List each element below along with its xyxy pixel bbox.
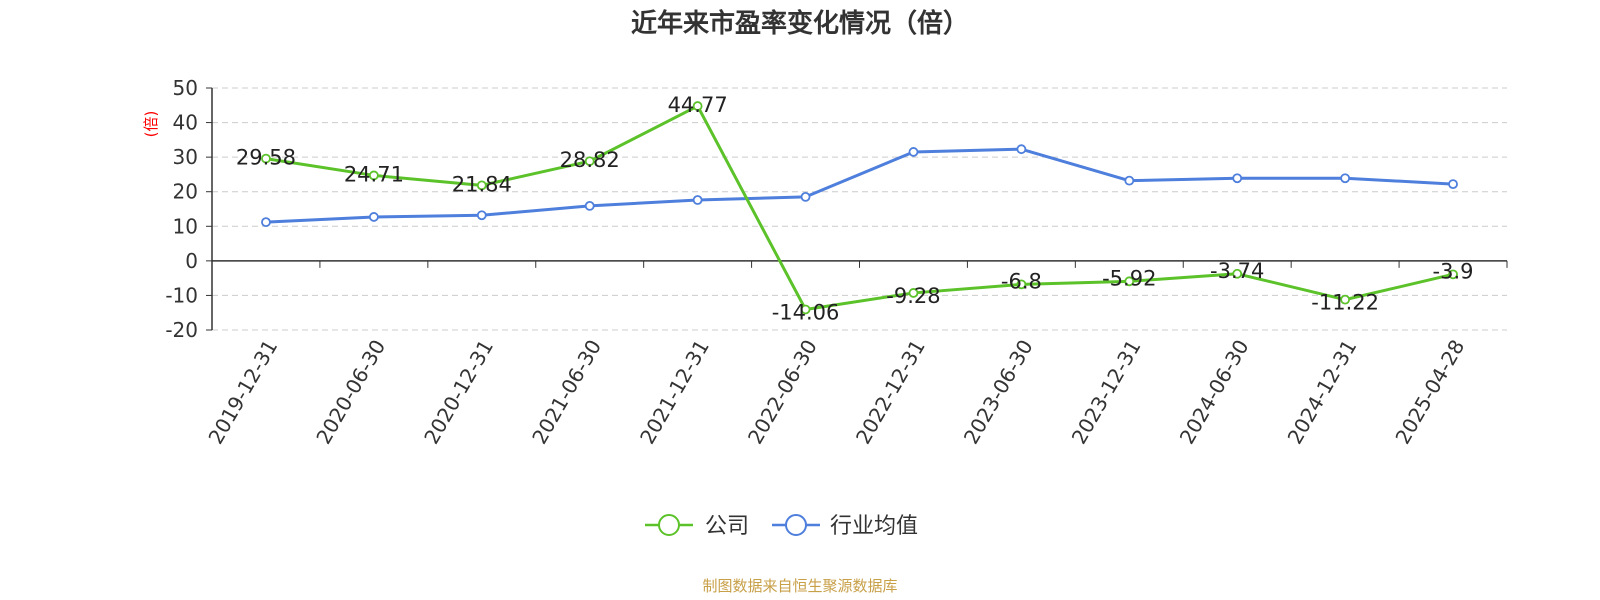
data-label: -5.92	[1102, 266, 1156, 290]
data-point	[1016, 144, 1027, 155]
data-label: 21.84	[452, 172, 512, 196]
y-tick-label: 30	[173, 145, 198, 169]
data-label: -6.8	[1001, 269, 1042, 293]
data-label: 44.77	[668, 93, 728, 117]
data-point	[908, 147, 919, 157]
x-tick-label: 2024-12-31	[1283, 336, 1362, 449]
data-label: 29.58	[236, 146, 296, 170]
data-labels: 29.58 24.71 21.84 28.82 44.77 -14.06 -9.28 -6.8…	[236, 93, 1474, 324]
data-label: -11.22	[1311, 291, 1379, 315]
data-point	[692, 195, 703, 205]
data-point	[261, 153, 271, 164]
legend-label: 行业均值	[830, 514, 918, 539]
data-point	[800, 304, 811, 315]
y-tick-label: -10	[165, 283, 198, 307]
y-tick-label: 50	[173, 76, 198, 100]
y-tick-label: 10	[173, 214, 198, 238]
x-tick-label: 2025-04-28	[1390, 336, 1469, 449]
y-tick-labels: 50 40 30 20 10 0 -10 -20	[165, 76, 198, 342]
x-tick-label: 2019-12-31	[203, 336, 282, 449]
series-layer	[261, 101, 1458, 315]
legend-marker	[658, 514, 680, 536]
data-label: 28.82	[560, 148, 620, 172]
data-point	[800, 191, 811, 202]
data-label: -3.74	[1210, 259, 1264, 283]
data-point	[476, 210, 487, 221]
series-line	[265, 147, 1454, 224]
x-tick-label: 2023-06-30	[959, 336, 1038, 449]
x-tick-label: 2020-12-31	[419, 336, 498, 449]
data-point	[692, 101, 703, 111]
source-note: 制图数据来自恒生聚源数据库	[702, 577, 897, 595]
chart-title: 近年来市盈率变化情况（倍）	[631, 8, 969, 39]
data-point	[1340, 173, 1351, 184]
x-tick-label: 2020-06-30	[311, 336, 390, 449]
series-industry-average	[261, 144, 1458, 228]
series-line	[265, 104, 1454, 311]
data-point	[584, 156, 595, 167]
data-label: -14.06	[772, 300, 840, 324]
data-point	[1124, 276, 1135, 287]
legend-marker	[785, 514, 807, 536]
x-tick-label: 2021-12-31	[635, 336, 714, 449]
y-tick-label: 40	[173, 111, 198, 135]
data-point	[476, 180, 487, 191]
data-point	[1016, 279, 1027, 290]
x-tick-labels: 2019-12-31 2020-06-30 2020-12-31 2021-06-30…	[203, 336, 1469, 449]
series-company	[261, 101, 1458, 315]
data-label: -3.9	[1433, 259, 1474, 283]
y-axis-label: (倍)	[142, 111, 160, 138]
legend: 公司 行业均值	[645, 514, 918, 539]
data-point	[261, 217, 271, 228]
data-point	[368, 170, 379, 181]
data-point	[1232, 173, 1243, 184]
data-point	[1448, 269, 1458, 280]
data-point	[1124, 175, 1135, 186]
axes	[206, 87, 1508, 331]
data-label: -9.28	[886, 284, 940, 308]
data-point	[368, 212, 379, 222]
x-tick-label: 2022-12-31	[851, 336, 930, 449]
y-tick-label: 0	[185, 249, 198, 273]
data-point	[1448, 179, 1458, 190]
x-tick-label: 2021-06-30	[527, 336, 606, 449]
grid-lines	[212, 87, 1507, 331]
data-point	[1232, 268, 1243, 279]
x-tick-label: 2022-06-30	[743, 336, 822, 449]
x-tick-label: 2024-06-30	[1175, 336, 1254, 449]
y-tick-label: 20	[173, 180, 198, 204]
data-point	[584, 200, 595, 211]
y-tick-label: -20	[165, 318, 198, 342]
data-label: 24.71	[344, 162, 404, 186]
data-point	[908, 288, 919, 298]
data-point	[1340, 294, 1351, 305]
legend-label: 公司	[705, 514, 749, 539]
legend-item-company: 公司	[645, 514, 749, 539]
x-tick-label: 2023-12-31	[1067, 336, 1146, 449]
legend-item-industry-average: 行业均值	[772, 514, 918, 539]
